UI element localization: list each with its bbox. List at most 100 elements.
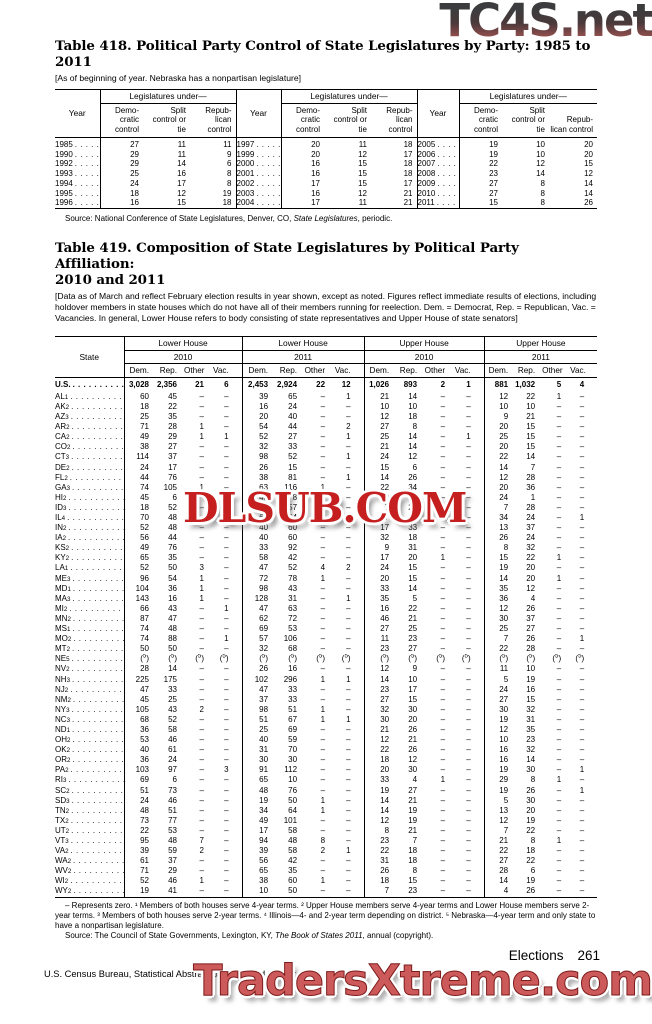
- value-cell: –: [466, 412, 471, 422]
- value-cell: 14: [408, 442, 418, 452]
- state-row: MO274 88 – 1 57 106 – – 11 23 – – 7 26 – 1: [55, 634, 597, 645]
- year-flex: 2007: [418, 159, 458, 169]
- value-cell: 20: [363, 573, 395, 584]
- value-cell: 8: [540, 178, 545, 188]
- value-cell: 16: [483, 755, 514, 766]
- dot-leader: [68, 503, 123, 513]
- column-header: Repub- lican control: [550, 115, 594, 134]
- value-cell: 7: [412, 836, 418, 846]
- dot-leader: [256, 159, 280, 169]
- state-flex: OH 2: [55, 735, 123, 745]
- state-label: NM: [55, 694, 68, 704]
- value-cell: 30: [483, 704, 514, 715]
- value-cell: –: [440, 472, 446, 482]
- value-cell: 74: [123, 624, 154, 635]
- value-cell: 296: [283, 674, 298, 684]
- column-header: Demo- cratic control: [295, 105, 320, 134]
- value-cell: –: [556, 886, 562, 896]
- value-cell: –: [466, 634, 471, 644]
- state-row: AK218 22 – – 16 24 – – 10 10 – – 10 10 – –: [55, 401, 597, 413]
- value-cell: 11: [223, 140, 232, 150]
- value-cell: 50: [123, 644, 154, 655]
- state-row: MN287 47 – – 62 72 – – 46 21 – – 30 37 – –: [55, 613, 597, 625]
- state-row: NC368 52 – – 51 67 1 1 30 20 – – 19 31 – –: [55, 714, 597, 725]
- state-cell: MI 2: [55, 603, 125, 614]
- sub-header: Vac.: [334, 366, 351, 376]
- value-cell: 21: [363, 442, 395, 453]
- value-cell: 65: [288, 391, 298, 401]
- state-cell: VT 3: [55, 836, 125, 847]
- source-italic: State Legislatures: [293, 213, 358, 223]
- dot-leader: [437, 140, 458, 150]
- state-cell: OK 2: [55, 745, 125, 756]
- state-label: ID: [55, 502, 63, 512]
- value-cell: –: [320, 866, 326, 876]
- year-cell: 2001: [235, 169, 282, 179]
- dot-leader: [72, 594, 123, 604]
- value-cell: –: [440, 593, 446, 603]
- state-label: OR: [55, 755, 67, 765]
- value-cell: 22: [526, 856, 536, 866]
- value-cell: –: [320, 553, 326, 563]
- source-text: Source: The Council of State Governments…: [65, 931, 276, 941]
- value-cell: –: [224, 825, 229, 835]
- value-cell: –: [199, 412, 204, 422]
- value-cell: (5): [341, 654, 351, 664]
- state-label: MI: [55, 603, 64, 613]
- value-cell: –: [320, 412, 326, 422]
- value-cell: 78: [288, 573, 298, 583]
- dot-leader: [437, 198, 458, 208]
- value-cell: 37: [241, 694, 274, 705]
- state-flex: WA 2: [55, 856, 123, 866]
- value-cell: 7: [483, 634, 514, 645]
- year-cell: 2002: [235, 178, 282, 189]
- value-cell: –: [579, 876, 585, 886]
- sub-header: Rep.: [517, 366, 536, 376]
- value-cell: –: [320, 401, 326, 411]
- value-cell: 1: [556, 775, 562, 785]
- value-cell: –: [440, 704, 446, 714]
- state-flex: NE 5: [55, 654, 123, 664]
- year-label: 2005: [417, 140, 436, 150]
- value-cell: 17: [403, 178, 413, 188]
- us-total-row: U.S.3,0282,3562162,4532,92422121,0268932…: [55, 377, 597, 392]
- year-label: 1990: [55, 149, 73, 159]
- year-cell: 2008: [416, 169, 460, 179]
- state-row: NM245 25 – – 37 33 – – 27 15 – – 27 15 – –: [55, 694, 597, 705]
- value-cell: 19: [222, 188, 232, 198]
- value-cell: 63: [288, 603, 298, 613]
- value-cell: –: [224, 583, 229, 593]
- state-label: DE: [55, 462, 67, 472]
- value-cell: 15: [408, 563, 418, 573]
- state-flex: SD 3: [55, 796, 123, 806]
- value-cell: 52: [168, 502, 177, 512]
- dot-leader: [71, 402, 123, 412]
- value-cell: –: [579, 684, 585, 694]
- footnote-ref: 5: [170, 654, 175, 660]
- state-row: ND136 58 – – 25 69 – – 21 26 – – 12 35 – –: [55, 724, 597, 736]
- dot-leader: [67, 513, 123, 523]
- value-cell: –: [224, 482, 229, 492]
- value-cell: –: [346, 836, 351, 846]
- value-cell: 42: [288, 553, 298, 563]
- state-label: GA: [55, 482, 67, 492]
- dot-leader: [75, 159, 99, 169]
- footnote-ref: 5: [318, 654, 323, 660]
- year-flex: 1992: [55, 159, 99, 169]
- value-cell: 23: [363, 644, 395, 655]
- value-cell: –: [466, 462, 471, 472]
- state-flex: VA 2: [55, 846, 123, 856]
- value-cell: –: [224, 846, 229, 856]
- value-cell: 43: [288, 583, 298, 593]
- value-cell: 30: [363, 714, 395, 725]
- value-cell: –: [466, 533, 471, 543]
- value-cell: 67: [288, 714, 298, 724]
- state-cell: HI 2: [55, 492, 125, 503]
- state-row: VT395 48 7 – 94 48 8 – 23 7 – – 21 8 1 –: [55, 836, 597, 847]
- value-cell: 15: [408, 694, 418, 704]
- value-cell: 21: [363, 391, 395, 402]
- sub-header: Dem.: [123, 363, 154, 378]
- value-cell: 51: [241, 714, 274, 725]
- value-cell: –: [556, 472, 562, 482]
- value-cell: –: [579, 523, 585, 533]
